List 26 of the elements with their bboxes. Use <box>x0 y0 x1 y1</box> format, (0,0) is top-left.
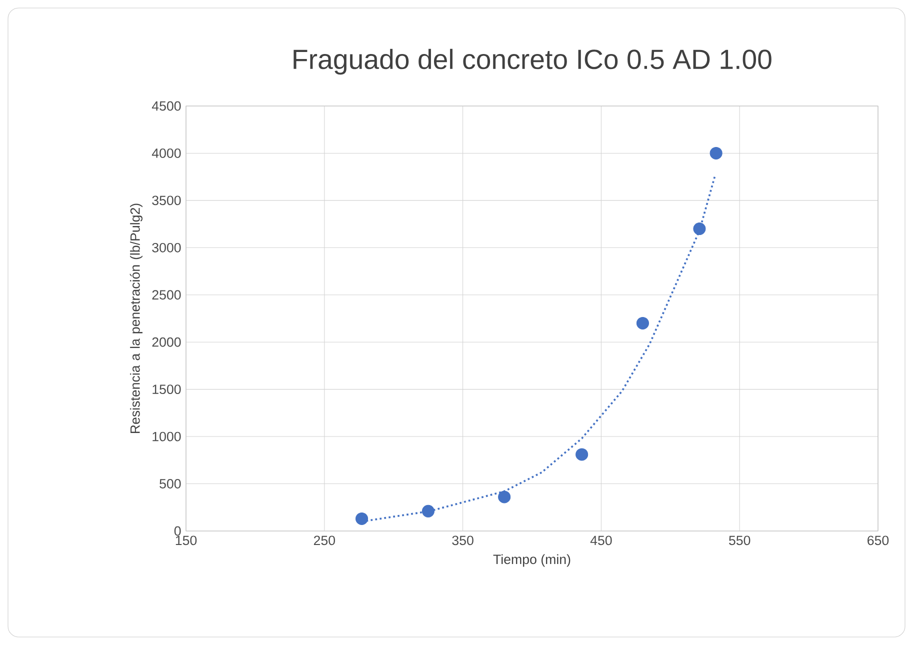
chart-title: Fraguado del concreto ICo 0.5 AD 1.00 <box>294 48 772 75</box>
x-axis-title: Tiempo (min) <box>493 554 570 567</box>
y-tick-label: 3500 <box>152 196 181 206</box>
point <box>422 504 434 518</box>
point <box>498 490 511 504</box>
point <box>636 316 649 330</box>
point <box>576 448 588 461</box>
x-tick-label: 250 <box>314 536 336 546</box>
x-tick-label: 550 <box>729 536 750 546</box>
y-tick-label: 1500 <box>152 384 181 394</box>
y-tick-label: 4000 <box>152 148 181 158</box>
y-tick-label: 500 <box>160 479 181 488</box>
point <box>356 512 368 525</box>
y-tick-label: 2000 <box>152 337 181 347</box>
point <box>693 222 706 236</box>
y-tick-label: 4500 <box>152 101 181 111</box>
y-tick-label: 2500 <box>152 290 181 300</box>
y-tick-label: 3000 <box>152 242 181 252</box>
x-tick-label: 650 <box>868 536 889 546</box>
x-tick-label: 350 <box>452 536 474 546</box>
y-tick-label: 1000 <box>152 432 181 442</box>
y-axis-title: Resistencia a la penetración (lb/Pulg2) <box>130 204 142 434</box>
x-tick-label: 450 <box>590 536 612 546</box>
x-tick-label: 150 <box>176 536 197 546</box>
y-tick-label: 0 <box>174 526 181 536</box>
point <box>710 146 722 160</box>
